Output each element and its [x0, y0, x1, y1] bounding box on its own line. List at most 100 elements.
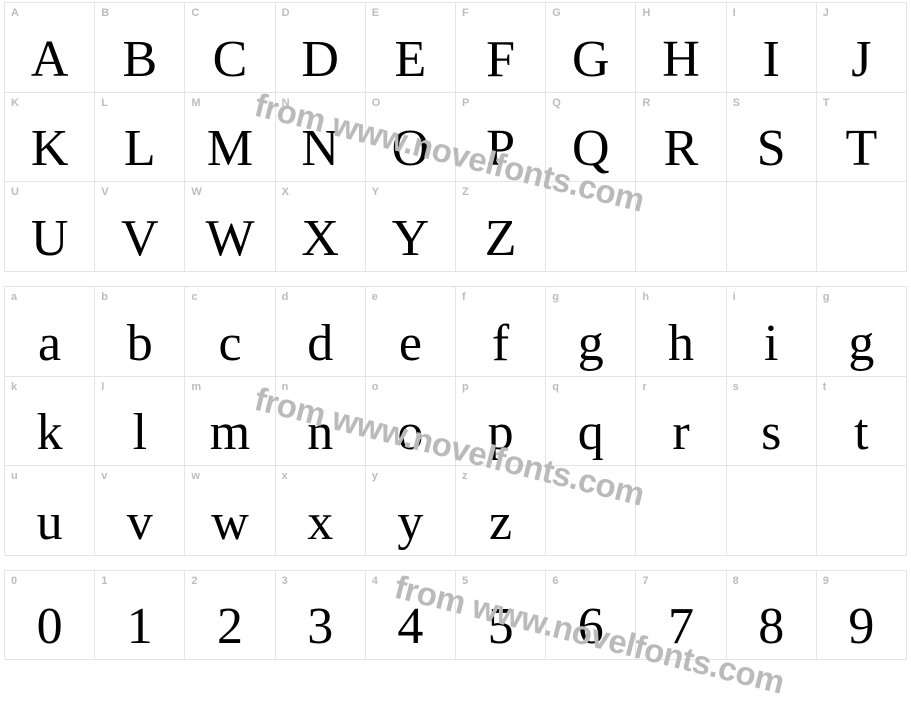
glyph-cell: CC: [185, 3, 275, 93]
cell-glyph: J: [817, 34, 906, 86]
glyph-cell: bb: [95, 287, 185, 377]
cell-label: M: [191, 97, 200, 109]
cell-label: 8: [733, 575, 739, 587]
cell-glyph: K: [5, 123, 94, 175]
glyph-cell: tt: [817, 377, 907, 467]
cell-label: P: [462, 97, 469, 109]
cell-label: Q: [552, 97, 561, 109]
glyph-cell: ww: [185, 466, 275, 556]
cell-glyph: 3: [276, 601, 365, 653]
cell-label: w: [191, 470, 200, 482]
cell-glyph: n: [276, 407, 365, 459]
glyph-cell: kk: [5, 377, 95, 467]
cell-label: B: [101, 7, 109, 19]
cell-glyph: 1: [95, 601, 184, 653]
cell-label: f: [462, 291, 466, 303]
cell-glyph: d: [276, 318, 365, 370]
glyph-cell: 33: [276, 571, 366, 660]
cell-glyph: N: [276, 123, 365, 175]
cell-glyph: B: [95, 34, 184, 86]
cell-label: l: [101, 381, 104, 393]
section-lowercase: aabbccddeeffgghhiiggkkllmmnnooppqqrrsstt…: [4, 286, 907, 556]
cell-label: U: [11, 186, 19, 198]
glyph-cell: qq: [546, 377, 636, 467]
glyph-cell: 55: [456, 571, 546, 660]
cell-label: p: [462, 381, 469, 393]
cell-glyph: u: [5, 497, 94, 549]
cell-label: h: [642, 291, 649, 303]
glyph-cell: vv: [95, 466, 185, 556]
cell-glyph: r: [636, 407, 725, 459]
cell-glyph: w: [185, 497, 274, 549]
cell-glyph: T: [817, 123, 906, 175]
cell-label: F: [462, 7, 469, 19]
cell-glyph: f: [456, 318, 545, 370]
cell-glyph: 0: [5, 601, 94, 653]
cell-label: z: [462, 470, 468, 482]
cell-glyph: g: [817, 318, 906, 370]
cell-label: 1: [101, 575, 107, 587]
cell-glyph: E: [366, 34, 455, 86]
cell-glyph: 5: [456, 601, 545, 653]
cell-label: v: [101, 470, 107, 482]
glyph-cell: KK: [5, 93, 95, 183]
glyph-cell: DD: [276, 3, 366, 93]
glyph-cell: rr: [636, 377, 726, 467]
cell-label: y: [372, 470, 378, 482]
cell-label: t: [823, 381, 827, 393]
cell-glyph: C: [185, 34, 274, 86]
cell-glyph: D: [276, 34, 365, 86]
cell-label: c: [191, 291, 197, 303]
cell-glyph: q: [546, 407, 635, 459]
glyph-cell: MM: [185, 93, 275, 183]
glyph-cell: 22: [185, 571, 275, 660]
cell-label: N: [282, 97, 290, 109]
cell-glyph: R: [636, 123, 725, 175]
cell-label: Y: [372, 186, 379, 198]
cell-label: 7: [642, 575, 648, 587]
cell-glyph: V: [95, 213, 184, 265]
cell-glyph: S: [727, 123, 816, 175]
cell-glyph: H: [636, 34, 725, 86]
cell-glyph: U: [5, 213, 94, 265]
glyph-cell: II: [727, 3, 817, 93]
cell-glyph: 2: [185, 601, 274, 653]
cell-glyph: s: [727, 407, 816, 459]
cell-label: 4: [372, 575, 378, 587]
cell-label: s: [733, 381, 739, 393]
cell-glyph: b: [95, 318, 184, 370]
cell-glyph: O: [366, 123, 455, 175]
cell-glyph: l: [95, 407, 184, 459]
cell-label: R: [642, 97, 650, 109]
cell-label: r: [642, 381, 646, 393]
cell-glyph: y: [366, 497, 455, 549]
cell-label: 5: [462, 575, 468, 587]
cell-glyph: G: [546, 34, 635, 86]
cell-glyph: Z: [456, 213, 545, 265]
cell-label: o: [372, 381, 379, 393]
cell-glyph: 9: [817, 601, 906, 653]
cell-label: 0: [11, 575, 17, 587]
cell-label: K: [11, 97, 19, 109]
cell-glyph: t: [817, 407, 906, 459]
cell-glyph: Y: [366, 213, 455, 265]
section-digits: 00112233445566778899: [4, 570, 907, 660]
glyph-cell: [817, 182, 907, 272]
glyph-cell: 66: [546, 571, 636, 660]
glyph-cell: uu: [5, 466, 95, 556]
cell-label: X: [282, 186, 289, 198]
glyph-cell: gg: [817, 287, 907, 377]
glyph-cell: 44: [366, 571, 456, 660]
cell-label: J: [823, 7, 829, 19]
glyph-cell: oo: [366, 377, 456, 467]
glyph-cell: 00: [5, 571, 95, 660]
glyph-cell: UU: [5, 182, 95, 272]
cell-label: a: [11, 291, 17, 303]
glyph-cell: [636, 182, 726, 272]
cell-label: x: [282, 470, 288, 482]
cell-label: D: [282, 7, 290, 19]
cell-glyph: I: [727, 34, 816, 86]
cell-label: O: [372, 97, 381, 109]
cell-glyph: m: [185, 407, 274, 459]
cell-label: A: [11, 7, 19, 19]
